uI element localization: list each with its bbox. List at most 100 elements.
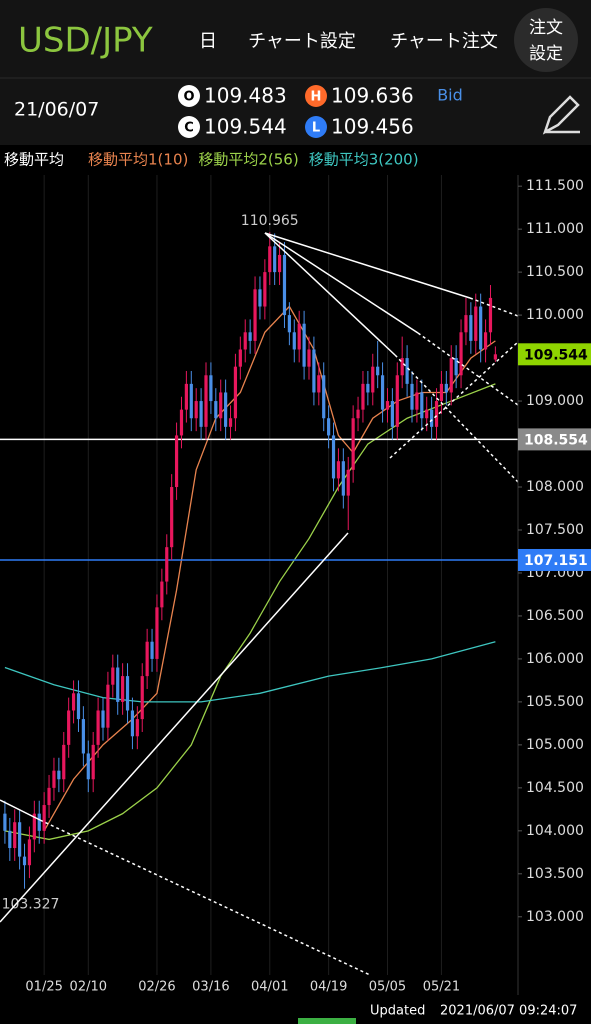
y-tick-label: 108.000 [526, 479, 584, 495]
candle-body [243, 332, 247, 350]
order-button-label[interactable]: 注文 [529, 18, 563, 38]
low-price: 109.456 [331, 115, 414, 139]
candle-body [327, 418, 331, 436]
candle-body [322, 375, 326, 419]
candle-body [263, 272, 267, 307]
grid: 01/25 02/10 02/26 03/16 04/01 04/19 05/05 05/21 [25, 175, 460, 995]
candle-body [71, 693, 76, 711]
candle-body [376, 366, 380, 376]
candle-body [297, 323, 301, 350]
menu-item[interactable]: 日 [199, 31, 217, 52]
menu-item[interactable]: チャート注文 [390, 31, 498, 52]
badge [305, 85, 327, 107]
candle-body [91, 744, 95, 780]
trendline [0, 799, 41, 821]
price-axis: 103.000 103.500 104.000 104.500 105.000 105.5… [518, 178, 591, 925]
price-tag-label: 108.554 [524, 432, 588, 448]
trendline [389, 341, 518, 459]
x-tick-label: 04/19 [310, 980, 347, 995]
y-tick-label: 104.000 [526, 823, 584, 839]
y-tick-label: 107.500 [526, 522, 584, 538]
candle-body [292, 332, 296, 350]
candle-body [317, 375, 321, 393]
candle-body [469, 315, 473, 341]
trendline [264, 232, 396, 356]
candle-body [18, 822, 22, 857]
scroll-indicator[interactable] [298, 1018, 356, 1024]
trendline [469, 297, 518, 317]
candle-body [405, 358, 409, 384]
candle-body [125, 676, 130, 711]
plot: 110.965 103.327 [0, 213, 518, 913]
x-tick-label: 01/25 [25, 980, 62, 995]
candle-body [380, 375, 385, 410]
candle-body [194, 401, 198, 419]
candle-body [488, 297, 493, 333]
low-annotation: 103.327 [2, 897, 60, 913]
candle-body [27, 839, 32, 866]
candle-body [140, 676, 144, 720]
candle-body [106, 684, 110, 728]
candle-body [233, 366, 238, 419]
candle-body [8, 830, 12, 849]
candle-body [199, 401, 203, 427]
menu-item[interactable]: チャート設定 [248, 31, 356, 52]
trendline [39, 819, 371, 976]
close-price: 109.544 [204, 115, 287, 139]
y-tick-label: 105.000 [526, 737, 584, 753]
trendline [417, 332, 518, 406]
candle-body [346, 469, 350, 496]
candle-body [459, 332, 463, 376]
candle-body [76, 693, 81, 720]
legend: 移動平均1(10) 移動平均2(56) 移動平均3(200) [88, 151, 419, 169]
price-type: Bid [437, 86, 463, 105]
candle-body [184, 383, 188, 410]
candle-body [356, 409, 360, 419]
candle-body [390, 401, 394, 427]
candle-body [430, 409, 434, 427]
candle-body [116, 667, 120, 702]
candle-body [312, 349, 316, 393]
candle-body [32, 813, 36, 840]
y-tick-label: 110.500 [526, 264, 584, 280]
header-bg [0, 0, 591, 145]
candle-body [145, 641, 149, 677]
candle-body [268, 246, 272, 273]
legend-entry: 移動平均2(56) [198, 151, 298, 169]
candle-body [228, 418, 233, 427]
price-tag [518, 343, 591, 366]
candle-body [57, 770, 61, 780]
candle-body [351, 418, 355, 470]
high-annotation: 110.965 [241, 213, 299, 229]
candle-body [420, 392, 424, 419]
candle-body [62, 744, 66, 780]
candle-body [150, 641, 154, 659]
candle-body [37, 813, 41, 831]
price-tag [518, 548, 591, 571]
pencil-icon[interactable] [542, 95, 580, 135]
x-tick-label: 02/10 [70, 980, 107, 995]
candle-body [371, 366, 375, 393]
candle-body [96, 710, 100, 745]
candle-body [366, 383, 370, 393]
y-tick-label: 105.500 [526, 694, 584, 710]
x-tick-label: 02/26 [138, 980, 175, 995]
legend-entry: 移動平均1(10) [88, 151, 188, 169]
x-tick-label: 05/05 [369, 980, 406, 995]
y-tick-label: 109.000 [526, 393, 584, 409]
candle-body [282, 254, 287, 316]
order-button[interactable] [514, 8, 578, 72]
candle-body [121, 676, 125, 702]
candle-body [214, 401, 218, 419]
candle-body [483, 332, 488, 350]
trendline [264, 232, 471, 299]
candle-body [493, 354, 497, 360]
legend-entry: 移動平均3(200) [309, 151, 419, 169]
candle-body [189, 383, 193, 419]
candle-body [86, 753, 90, 780]
order-button-label[interactable]: 設定 [529, 44, 563, 64]
y-tick-label: 106.000 [526, 651, 584, 667]
badge [178, 116, 200, 138]
candle-body [385, 401, 390, 410]
candle-body [361, 383, 365, 410]
